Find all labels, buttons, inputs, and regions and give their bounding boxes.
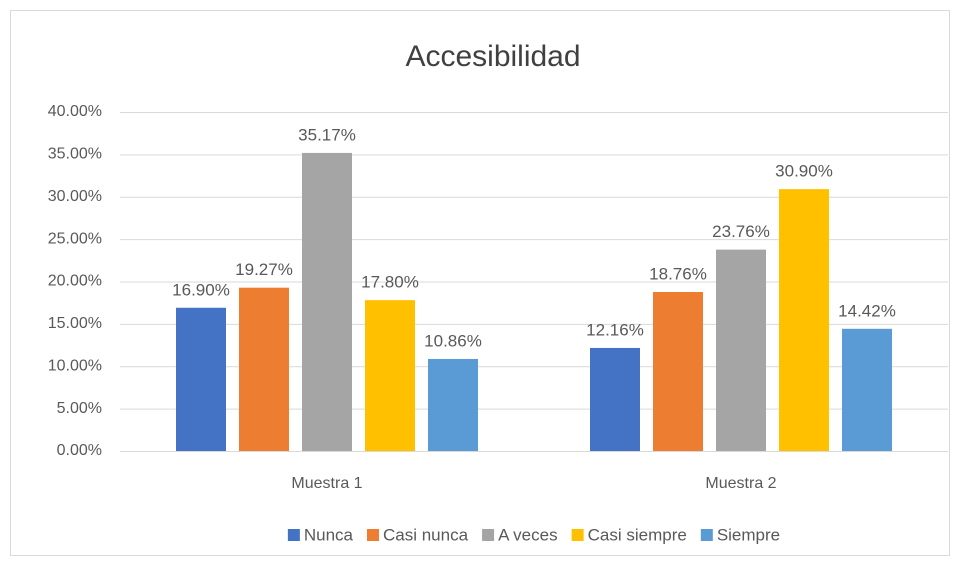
bar bbox=[590, 347, 640, 451]
value-label: 10.86% bbox=[424, 331, 482, 350]
value-label: 30.90% bbox=[775, 162, 833, 181]
y-tick-label: 30.00% bbox=[48, 188, 102, 205]
bar bbox=[428, 358, 478, 451]
y-tick-label: 35.00% bbox=[48, 146, 102, 163]
value-label: 14.42% bbox=[838, 301, 896, 320]
y-tick-label: 25.00% bbox=[48, 230, 102, 247]
y-tick-label: 0.00% bbox=[57, 442, 102, 459]
bar bbox=[716, 249, 766, 451]
value-label: 19.27% bbox=[235, 260, 293, 279]
legend-label: Casi siempre bbox=[588, 525, 687, 544]
legend-label: A veces bbox=[498, 525, 558, 544]
value-label: 17.80% bbox=[361, 273, 419, 292]
value-label: 12.16% bbox=[586, 320, 644, 339]
legend-label: Casi nunca bbox=[383, 525, 469, 544]
legend-swatch bbox=[367, 529, 380, 541]
x-tick-label: Muestra 1 bbox=[291, 475, 362, 492]
bar bbox=[365, 300, 415, 451]
bar bbox=[302, 152, 352, 451]
legend-label: Nunca bbox=[304, 525, 354, 544]
legend-label: Siempre bbox=[717, 525, 780, 544]
y-tick-label: 20.00% bbox=[48, 273, 102, 290]
legend-swatch bbox=[700, 529, 713, 541]
value-label: 35.17% bbox=[298, 125, 356, 144]
chart-title: Accesibilidad bbox=[405, 40, 580, 73]
value-label: 23.76% bbox=[712, 222, 770, 241]
x-tick-label: Muestra 2 bbox=[705, 475, 776, 492]
legend-swatch bbox=[287, 529, 300, 541]
bar bbox=[239, 287, 289, 451]
value-label: 16.90% bbox=[172, 280, 230, 299]
bar bbox=[176, 307, 226, 451]
bar bbox=[779, 189, 829, 451]
y-tick-label: 40.00% bbox=[48, 103, 102, 120]
bar bbox=[842, 328, 892, 451]
y-tick-label: 10.00% bbox=[48, 357, 102, 374]
value-label: 18.76% bbox=[649, 264, 707, 283]
bar bbox=[653, 292, 703, 451]
y-tick-label: 15.00% bbox=[48, 315, 102, 332]
y-tick-label: 5.00% bbox=[57, 400, 102, 417]
legend-swatch bbox=[571, 529, 584, 541]
legend-swatch bbox=[482, 529, 495, 541]
